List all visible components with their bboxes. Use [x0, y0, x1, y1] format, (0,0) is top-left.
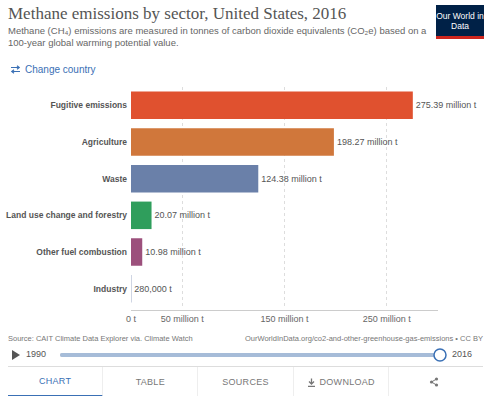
svg-text:Fugitive emissions: Fugitive emissions — [50, 100, 127, 110]
html-text:Methane emissions by sector, U: Methane emissions by sector, United Stat… — [8, 4, 347, 23]
svg-text:0 t: 0 t — [126, 314, 137, 324]
svg-text:Waste: Waste — [102, 174, 127, 184]
svg-text:198.27 million t: 198.27 million t — [337, 137, 398, 147]
svg-text:Agriculture: Agriculture — [82, 137, 128, 147]
html-text:2016: 2016 — [452, 349, 472, 359]
html-text:Methane (CH₄) emissions are me: Methane (CH₄) emissions are measured in … — [8, 25, 427, 48]
html-text:Our World in Data: Our World in Data — [436, 11, 484, 31]
html-text:TABLE: TABLE — [135, 377, 165, 387]
svg-text:Industry: Industry — [93, 284, 127, 294]
svg-text:280,000 t: 280,000 t — [134, 284, 172, 294]
svg-text:Other fuel combustion: Other fuel combustion — [36, 247, 127, 257]
html-text:Change country: Change country — [25, 64, 96, 75]
svg-text:50 million t: 50 million t — [161, 314, 205, 324]
html-text:Source: CAIT Climate Data Expl: Source: CAIT Climate Data Explorer via. … — [8, 334, 193, 343]
svg-text:275.39 million t: 275.39 million t — [416, 100, 477, 110]
html-text:SOURCES: SOURCES — [222, 377, 269, 387]
html-text:1990: 1990 — [26, 349, 46, 359]
svg-text:10.98 million t: 10.98 million t — [145, 247, 201, 257]
svg-text:150 million t: 150 million t — [260, 314, 309, 324]
svg-text:124.38 million t: 124.38 million t — [261, 174, 322, 184]
html-text:DOWNLOAD: DOWNLOAD — [319, 377, 375, 387]
svg-text:20.07 million t: 20.07 million t — [155, 210, 211, 220]
svg-text:250 million t: 250 million t — [363, 314, 412, 324]
html-text:OurWorldInData.org/co2-and-oth: OurWorldInData.org/co2-and-other-greenho… — [245, 334, 483, 343]
html-text:CHART: CHART — [38, 376, 72, 386]
svg-text:Land use change and forestry: Land use change and forestry — [6, 210, 127, 220]
